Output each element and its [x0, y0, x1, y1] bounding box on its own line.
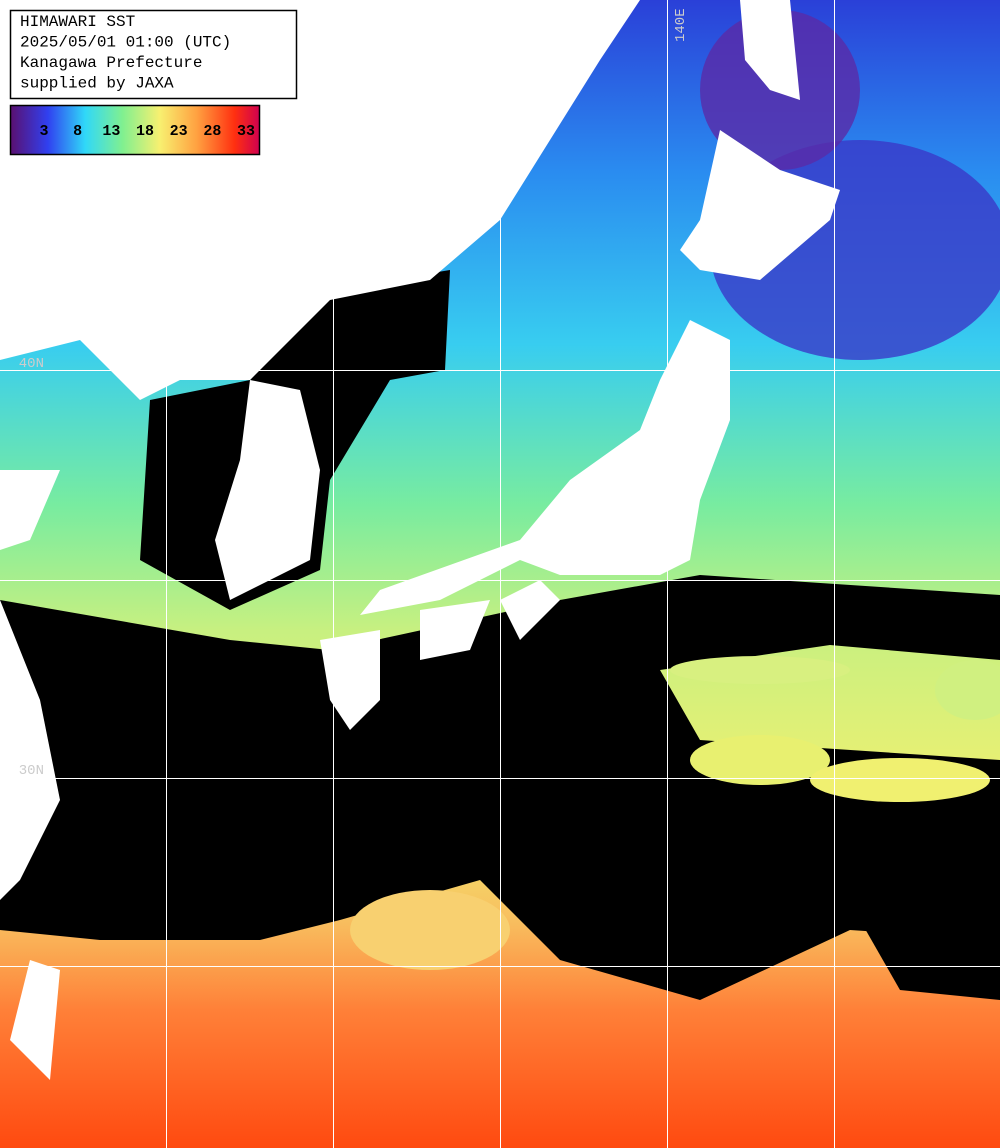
clear-sea — [690, 735, 830, 785]
header-line: Kanagawa Prefecture — [20, 54, 202, 72]
header-box — [9, 9, 298, 100]
colorbar-label: 28 — [203, 123, 221, 140]
latitude-label: 30N — [19, 763, 44, 779]
cloud — [860, 920, 1000, 1000]
colorbar-label: 13 — [102, 123, 120, 140]
land — [0, 0, 840, 1080]
china-coast — [0, 600, 60, 900]
header-line: supplied by JAXA — [20, 75, 174, 93]
latitude-label: 40N — [19, 356, 44, 372]
taiwan — [10, 960, 60, 1080]
sakhalin — [740, 0, 800, 100]
peninsula — [0, 470, 60, 550]
honshu — [360, 320, 730, 615]
shikoku — [420, 600, 490, 660]
colorbar-label: 33 — [237, 123, 255, 140]
colorbar — [9, 104, 261, 156]
header-line: 2025/05/01 01:00 (UTC) — [20, 34, 231, 52]
header-line: HIMAWARI SST — [20, 13, 135, 31]
longitude-label: 140E — [673, 8, 689, 42]
colorbar-label: 18 — [136, 123, 154, 140]
colorbar-label: 8 — [73, 123, 82, 140]
colorbar-label: 3 — [39, 123, 48, 140]
clear-sea — [670, 656, 850, 684]
colorbar-label: 23 — [170, 123, 188, 140]
clear-sea — [935, 660, 1000, 720]
clear-sea — [350, 890, 510, 970]
island — [398, 127, 422, 163]
korea — [215, 380, 320, 600]
clear-sea — [810, 758, 990, 802]
continent — [0, 0, 640, 400]
kyushu — [320, 630, 380, 730]
hokkaido — [680, 130, 840, 280]
kii — [500, 580, 560, 640]
